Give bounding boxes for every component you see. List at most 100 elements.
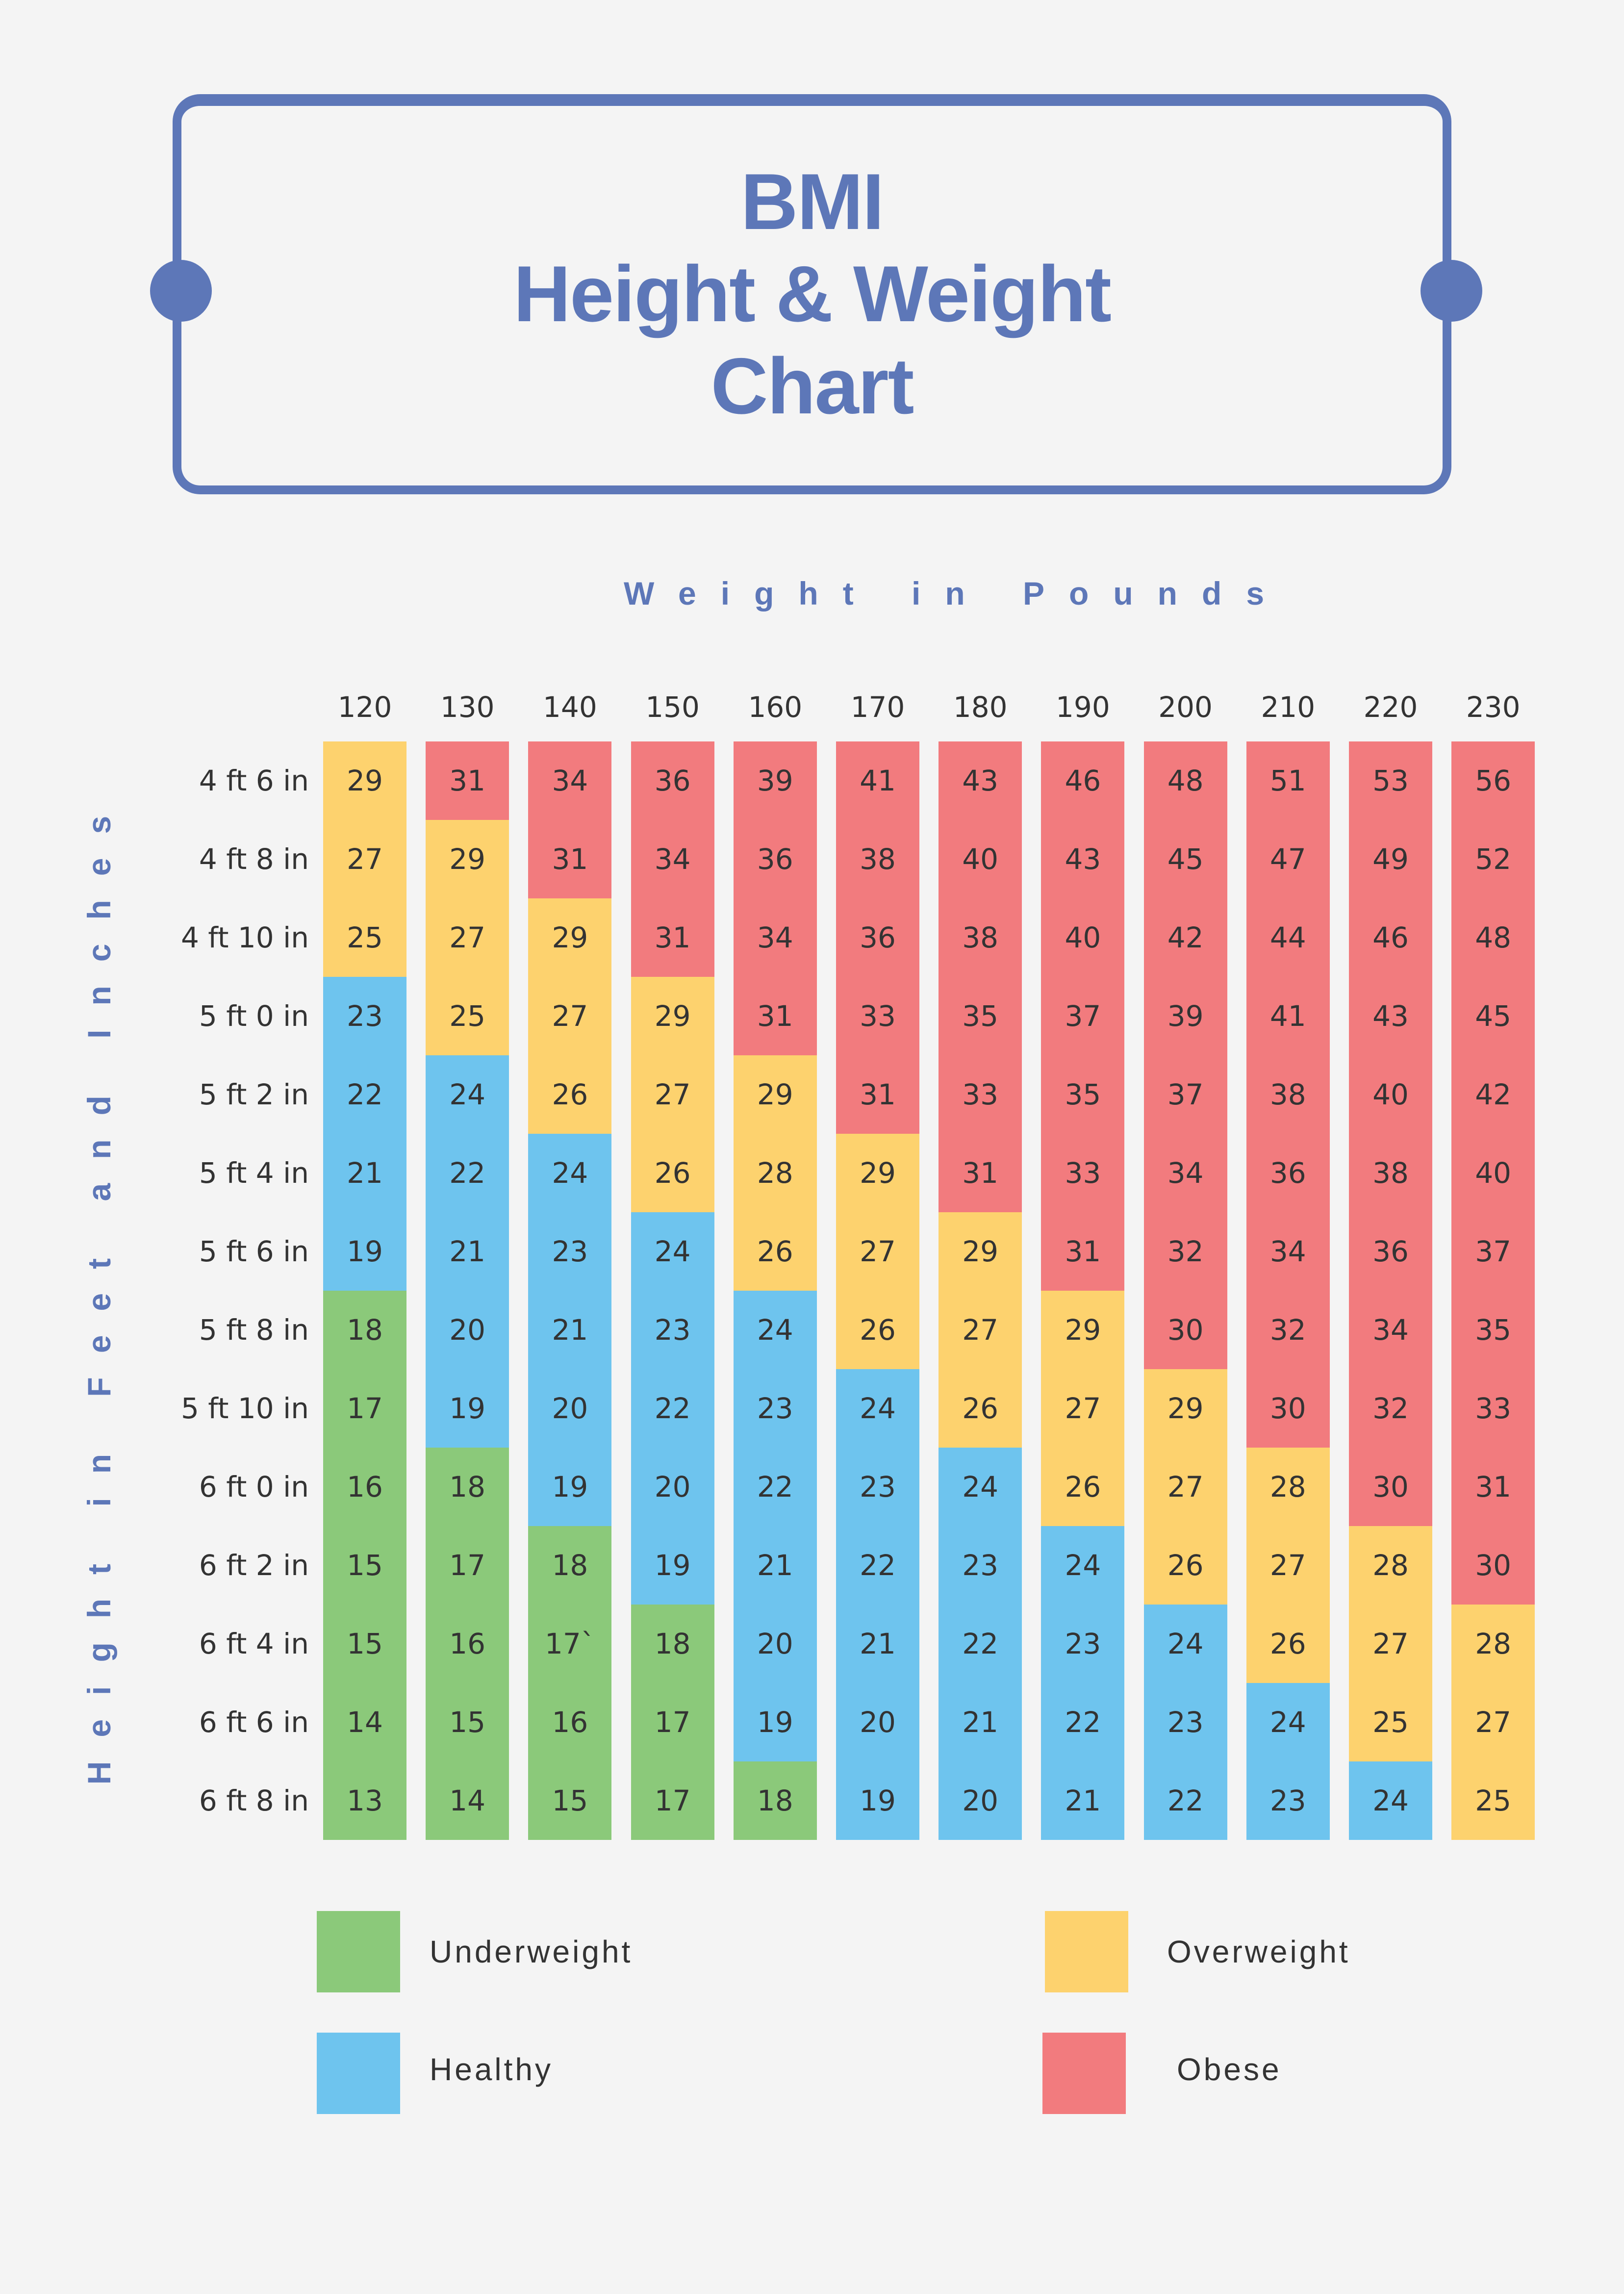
bmi-cell-healthy: 24 (631, 1212, 714, 1291)
bmi-cell-overweight: 27 (1143, 1448, 1227, 1526)
bmi-cell-overweight: 26 (528, 1055, 612, 1134)
legend-label-healthy: Healthy (430, 2052, 553, 2087)
bmi-cell-obese: 34 (1246, 1212, 1330, 1291)
bmi-cell-underweight: 18 (528, 1526, 612, 1605)
bmi-cell-obese: 43 (1349, 977, 1432, 1055)
bmi-cell-healthy: 22 (1143, 1761, 1227, 1840)
weight-column-150: 36 34 31 29 27 26 24 23 22 20 19 18 17 17 (631, 741, 714, 1840)
y-axis-label: Height in Feet and Inches (81, 791, 117, 1785)
bmi-cell-overweight: 27 (323, 820, 406, 898)
weight-header-130: 130 (440, 690, 495, 724)
bmi-cell-obese: 36 (1246, 1134, 1330, 1212)
bmi-cell-obese: 45 (1143, 820, 1227, 898)
bmi-cell-healthy: 23 (836, 1448, 919, 1526)
bmi-cell-obese: 46 (1349, 898, 1432, 977)
bmi-cell-underweight: 15 (323, 1605, 406, 1683)
bmi-cell-healthy: 24 (528, 1134, 612, 1212)
page-title: BMI Height & Weight Chart (173, 156, 1451, 433)
bmi-cell-healthy: 19 (631, 1526, 714, 1605)
bmi-cell-overweight: 28 (733, 1134, 817, 1212)
bmi-cell-overweight: 27 (426, 898, 509, 977)
bmi-cell-obese: 36 (836, 898, 919, 977)
bmi-cell-obese: 36 (733, 820, 817, 898)
bmi-cell-obese: 35 (1041, 1055, 1125, 1134)
bmi-cell-overweight: 26 (733, 1212, 817, 1291)
bmi-cell-obese: 37 (1143, 1055, 1227, 1134)
bmi-cell-overweight: 27 (1451, 1683, 1535, 1761)
bmi-cell-overweight: 26 (1246, 1605, 1330, 1683)
bmi-cell-overweight: 25 (323, 898, 406, 977)
bmi-cell-healthy: 20 (733, 1605, 817, 1683)
bmi-cell-obese: 32 (1349, 1369, 1432, 1448)
bmi-cell-underweight: 16 (426, 1605, 509, 1683)
bmi-cell-overweight: 29 (426, 820, 509, 898)
bmi-cell-overweight: 27 (1041, 1369, 1125, 1448)
bmi-cell-obese: 52 (1451, 820, 1535, 898)
bmi-cell-healthy: 20 (836, 1683, 919, 1761)
bmi-cell-obese: 41 (836, 741, 919, 820)
bmi-cell-obese: 48 (1143, 741, 1227, 820)
bmi-cell-healthy: 23 (1143, 1683, 1227, 1761)
bmi-cell-obese: 40 (1349, 1055, 1432, 1134)
weight-header-220: 220 (1363, 690, 1418, 724)
weight-column-130: 31 29 27 25 24 22 21 20 19 18 17 16 15 14 (426, 741, 509, 1840)
bmi-cell-underweight: 17 (631, 1761, 714, 1840)
bmi-cell-obese: 43 (939, 741, 1022, 820)
bmi-cell-healthy: 24 (1246, 1683, 1330, 1761)
bmi-cell-underweight: 15 (426, 1683, 509, 1761)
bmi-cell-healthy: 20 (631, 1448, 714, 1526)
bmi-cell-healthy: 23 (733, 1369, 817, 1448)
bmi-cell-overweight: 29 (939, 1212, 1022, 1291)
bmi-cell-healthy: 23 (1246, 1761, 1330, 1840)
title-frame-left-knob (150, 260, 212, 322)
bmi-cell-obese: 42 (1143, 898, 1227, 977)
weight-header-190: 190 (1056, 690, 1110, 724)
weight-header-140: 140 (543, 690, 597, 724)
weight-column-160: 39 36 34 31 29 28 26 24 23 22 21 20 19 18 (733, 741, 817, 1840)
legend-label-obese: Obese (1177, 2052, 1282, 2087)
height-label: 5 ft 8 in (199, 1313, 309, 1347)
bmi-cell-obese: 31 (1041, 1212, 1125, 1291)
bmi-cell-healthy: 20 (528, 1369, 612, 1448)
bmi-cell-underweight: 18 (426, 1448, 509, 1526)
x-axis-label: Weight in Pounds (623, 575, 1289, 612)
bmi-cell-obese: 42 (1451, 1055, 1535, 1134)
bmi-cell-obese: 38 (1246, 1055, 1330, 1134)
bmi-cell-healthy: 19 (733, 1683, 817, 1761)
height-label: 5 ft 2 in (199, 1078, 309, 1111)
height-label: 6 ft 6 in (199, 1706, 309, 1739)
bmi-cell-overweight: 27 (528, 977, 612, 1055)
bmi-cell-obese: 31 (631, 898, 714, 977)
bmi-cell-healthy: 20 (426, 1291, 509, 1369)
bmi-cell-overweight: 28 (1349, 1526, 1432, 1605)
bmi-cell-healthy: 21 (939, 1683, 1022, 1761)
bmi-cell-obese: 34 (1143, 1134, 1227, 1212)
bmi-cell-healthy: 21 (426, 1212, 509, 1291)
bmi-cell-overweight: 26 (939, 1369, 1022, 1448)
bmi-cell-healthy: 21 (323, 1134, 406, 1212)
bmi-cell-obese: 30 (1349, 1448, 1432, 1526)
bmi-cell-underweight: 13 (323, 1761, 406, 1840)
bmi-cell-healthy: 22 (323, 1055, 406, 1134)
bmi-cell-healthy: 24 (1143, 1605, 1227, 1683)
bmi-cell-healthy: 24 (1349, 1761, 1432, 1840)
bmi-cell-obese: 47 (1246, 820, 1330, 898)
bmi-cell-healthy: 24 (426, 1055, 509, 1134)
bmi-cell-healthy: 23 (939, 1526, 1022, 1605)
bmi-cell-obese: 33 (1041, 1134, 1125, 1212)
bmi-cell-healthy: 22 (1041, 1683, 1125, 1761)
bmi-cell-overweight: 27 (1246, 1526, 1330, 1605)
bmi-cell-overweight: 29 (836, 1134, 919, 1212)
bmi-cell-obese: 32 (1143, 1212, 1227, 1291)
weight-column-190: 46 43 40 37 35 33 31 29 27 26 24 23 22 21 (1041, 741, 1125, 1840)
bmi-cell-obese: 33 (1451, 1369, 1535, 1448)
bmi-cell-obese: 44 (1246, 898, 1330, 977)
bmi-cell-obese: 56 (1451, 741, 1535, 820)
title-line-1: BMI (740, 157, 885, 246)
weight-header-160: 160 (748, 690, 803, 724)
weight-column-170: 41 38 36 33 31 29 27 26 24 23 22 21 20 19 (836, 741, 919, 1840)
bmi-cell-obese: 37 (1041, 977, 1125, 1055)
bmi-cell-underweight: 17 (323, 1369, 406, 1448)
bmi-cell-healthy: 22 (631, 1369, 714, 1448)
title-frame (173, 94, 1451, 494)
